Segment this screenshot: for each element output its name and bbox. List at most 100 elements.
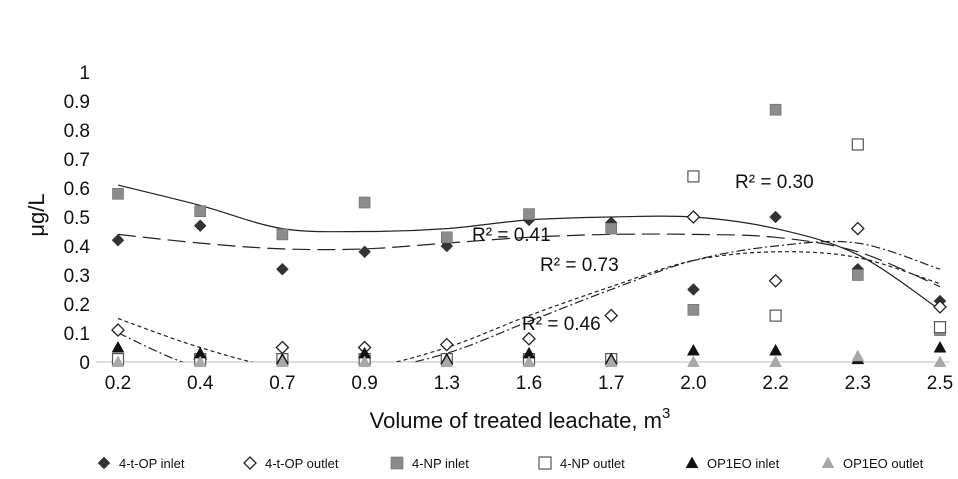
legend-label: OP1EO inlet: [707, 456, 780, 471]
4-np-inlet-point: [851, 269, 864, 281]
legend-marker: [538, 456, 552, 470]
op1eo-outlet-point: [851, 349, 865, 362]
4-np-inlet-point: [194, 205, 206, 217]
x-tick-label: 2.2: [762, 373, 788, 394]
legend-item-4-t-op-outlet: 4-t-OP outlet: [243, 456, 339, 471]
op1eo-outlet-point: [604, 355, 618, 368]
x-tick-label: 0.9: [351, 373, 377, 394]
y-tick-label: 0.3: [64, 266, 90, 287]
op1eo-outlet-point: [933, 355, 947, 368]
x-tick-label: 2.0: [680, 373, 706, 394]
op1eo-outlet-point: [522, 355, 536, 368]
x-tick-label: 0.2: [105, 373, 131, 394]
x-axis-label-text: Volume of treated leachate, m: [370, 408, 662, 433]
legend-marker: [97, 456, 111, 470]
4-np-outlet-point: [933, 321, 947, 334]
x-tick-labels: 0.2 0.4 0.7 0.9 1.3 1.6 1.7 2.0 2.2 2.3 2.5: [105, 373, 953, 394]
x-tick-label: 1.6: [516, 373, 542, 394]
y-tick-label: 0.9: [64, 92, 90, 113]
4-t-op-outlet-point: [439, 337, 454, 352]
legend-marker: [821, 456, 835, 469]
legend-item-4-np-inlet: 4-NP inlet: [390, 456, 469, 471]
4-t-op-outlet-point: [275, 340, 290, 355]
y-tick-labels: 0 0.1 0.2 0.3 0.4 0.5 0.6 0.7 0.8 0.9 1: [64, 63, 91, 374]
legend-item-4-np-outlet: 4-NP outlet: [538, 456, 625, 471]
4-np-outlet-point: [851, 138, 864, 151]
4-t-op-inlet-point: [276, 262, 289, 276]
4-t-op-outlet-point: [604, 308, 619, 323]
4-t-op-outlet-point: [933, 299, 947, 314]
op1eo-outlet-point: [193, 355, 207, 368]
y-tick-label: 0.2: [64, 295, 90, 316]
r-squared-label: R² = 0.73: [540, 255, 619, 276]
4-t-op-outlet-point: [686, 210, 701, 224]
4-np-outlet-point: [769, 309, 782, 322]
trendline: [117, 233, 941, 288]
4-np-inlet-point: [523, 208, 535, 220]
x-tick-label: 0.7: [269, 373, 295, 394]
x-tick-label: 2.5: [927, 373, 953, 394]
4-np-inlet-point: [440, 231, 453, 244]
x-tick-label: 2.3: [845, 373, 871, 394]
4-t-op-inlet-point: [111, 233, 125, 247]
legend-item-op1eo-inlet: OP1EO inlet: [685, 456, 780, 471]
y-tick-label: 0.5: [64, 208, 90, 229]
4-t-op-outlet-point: [768, 273, 783, 288]
4-t-op-inlet-point: [358, 245, 371, 259]
op1eo-inlet-point: [769, 343, 783, 356]
y-tick-label: 0.1: [64, 324, 90, 345]
y-tick-label: 0.4: [64, 237, 91, 258]
x-tick-label: 0.4: [187, 373, 214, 394]
legend-marker: [685, 456, 699, 469]
data-points: [111, 103, 947, 368]
x-tick-label: 1.7: [598, 373, 624, 394]
4-np-outlet-point: [687, 170, 700, 183]
legend-marker: [243, 456, 257, 470]
legend-marker: [390, 456, 404, 470]
legend-label: 4-t-OP outlet: [265, 456, 339, 471]
r-squared-label: R² = 0.30: [735, 172, 814, 193]
y-tick-label: 0.6: [64, 179, 90, 200]
op1eo-inlet-point: [111, 340, 125, 353]
x-axis-label-superscript: 3: [662, 405, 670, 422]
y-axis-title: μg/L: [24, 193, 49, 236]
4-np-inlet-point: [276, 228, 289, 241]
x-axis-label: Volume of treated leachate, m3: [370, 405, 671, 433]
legend-label: 4-t-OP inlet: [119, 456, 185, 471]
op1eo-outlet-point: [686, 355, 700, 368]
op1eo-outlet-point: [111, 355, 125, 368]
op1eo-inlet-point: [933, 340, 947, 353]
4-np-inlet-point: [687, 303, 700, 316]
y-tick-label: 0.8: [64, 121, 90, 142]
r-squared-label: R² = 0.41: [472, 225, 551, 246]
legend: 4-t-OP inlet 4-t-OP outlet 4-NP inlet 4-NP …: [97, 456, 924, 471]
4-np-inlet-point: [112, 188, 124, 200]
y-tick-label: 0: [79, 353, 90, 374]
trendline: [117, 240, 941, 362]
op1eo-outlet-point: [440, 355, 454, 368]
legend-item-op1eo-outlet: OP1EO outlet: [821, 456, 924, 471]
4-t-op-inlet-point: [193, 219, 207, 233]
4-t-op-inlet-point: [769, 210, 782, 224]
legend-label: OP1EO outlet: [843, 456, 924, 471]
op1eo-outlet-point: [275, 355, 289, 368]
trendline: [117, 251, 941, 362]
r-squared-annotations: R² = 0.30 R² = 0.41 R² = 0.73 R² = 0.46: [472, 172, 814, 335]
4-np-inlet-point: [769, 103, 782, 116]
r-squared-label: R² = 0.46: [522, 314, 601, 335]
4-t-op-outlet-point: [522, 331, 536, 346]
4-np-inlet-point: [605, 222, 618, 235]
op1eo-outlet-point: [358, 355, 372, 368]
y-tick-label: 0.7: [64, 150, 90, 171]
4-np-inlet-point: [358, 196, 371, 209]
legend-item-4-t-op-inlet: 4-t-OP inlet: [97, 456, 185, 471]
trendline: [117, 184, 941, 311]
4-t-op-outlet-point: [850, 221, 865, 236]
4-t-op-outlet-point: [111, 323, 125, 338]
y-tick-label: 1: [79, 63, 90, 84]
legend-label: 4-NP inlet: [412, 456, 469, 471]
op1eo-inlet-point: [686, 343, 700, 356]
4-t-op-inlet-point: [687, 283, 700, 296]
op1eo-outlet-point: [769, 355, 783, 368]
